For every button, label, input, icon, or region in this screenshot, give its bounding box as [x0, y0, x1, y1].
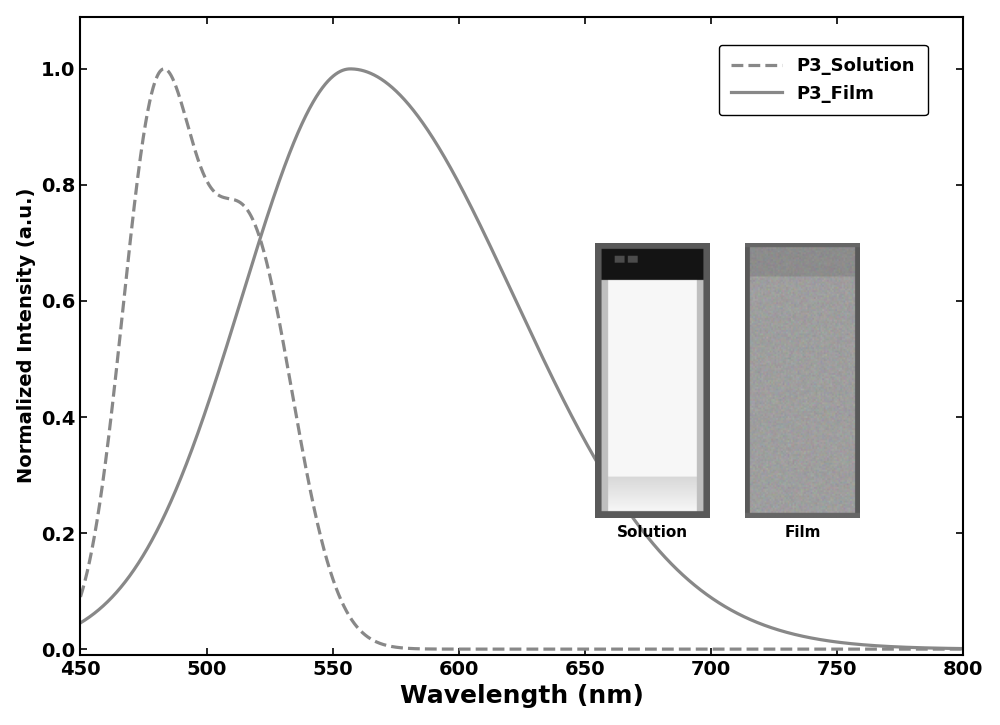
P3_Film	[228, 320, 240, 328]
P3_Film	[413, 114, 425, 123]
P3_Film	[845, 639, 857, 648]
P3_Film	[940, 644, 952, 652]
P3_Solution	[74, 592, 86, 601]
P3_Film	[74, 618, 86, 627]
Legend: P3_Solution, P3_Film: P3_Solution, P3_Film	[719, 45, 928, 115]
P3_Solution	[413, 645, 425, 653]
P3_Film	[451, 176, 463, 185]
X-axis label: Film: Film	[784, 526, 821, 540]
P3_Solution	[158, 65, 170, 73]
Line: P3_Film: P3_Film	[80, 69, 963, 649]
P3_Film	[175, 473, 187, 481]
P3_Solution	[228, 195, 240, 204]
P3_Solution	[957, 645, 969, 653]
X-axis label: Wavelength (nm): Wavelength (nm)	[400, 684, 644, 708]
Line: P3_Solution: P3_Solution	[80, 69, 963, 649]
X-axis label: Solution: Solution	[617, 526, 688, 540]
P3_Solution	[845, 645, 857, 653]
P3_Film	[344, 65, 356, 73]
Y-axis label: Normalized Intensity (a.u.): Normalized Intensity (a.u.)	[17, 188, 36, 484]
P3_Solution	[175, 99, 187, 107]
P3_Solution	[940, 645, 952, 653]
P3_Film	[957, 645, 969, 653]
P3_Solution	[451, 645, 463, 653]
